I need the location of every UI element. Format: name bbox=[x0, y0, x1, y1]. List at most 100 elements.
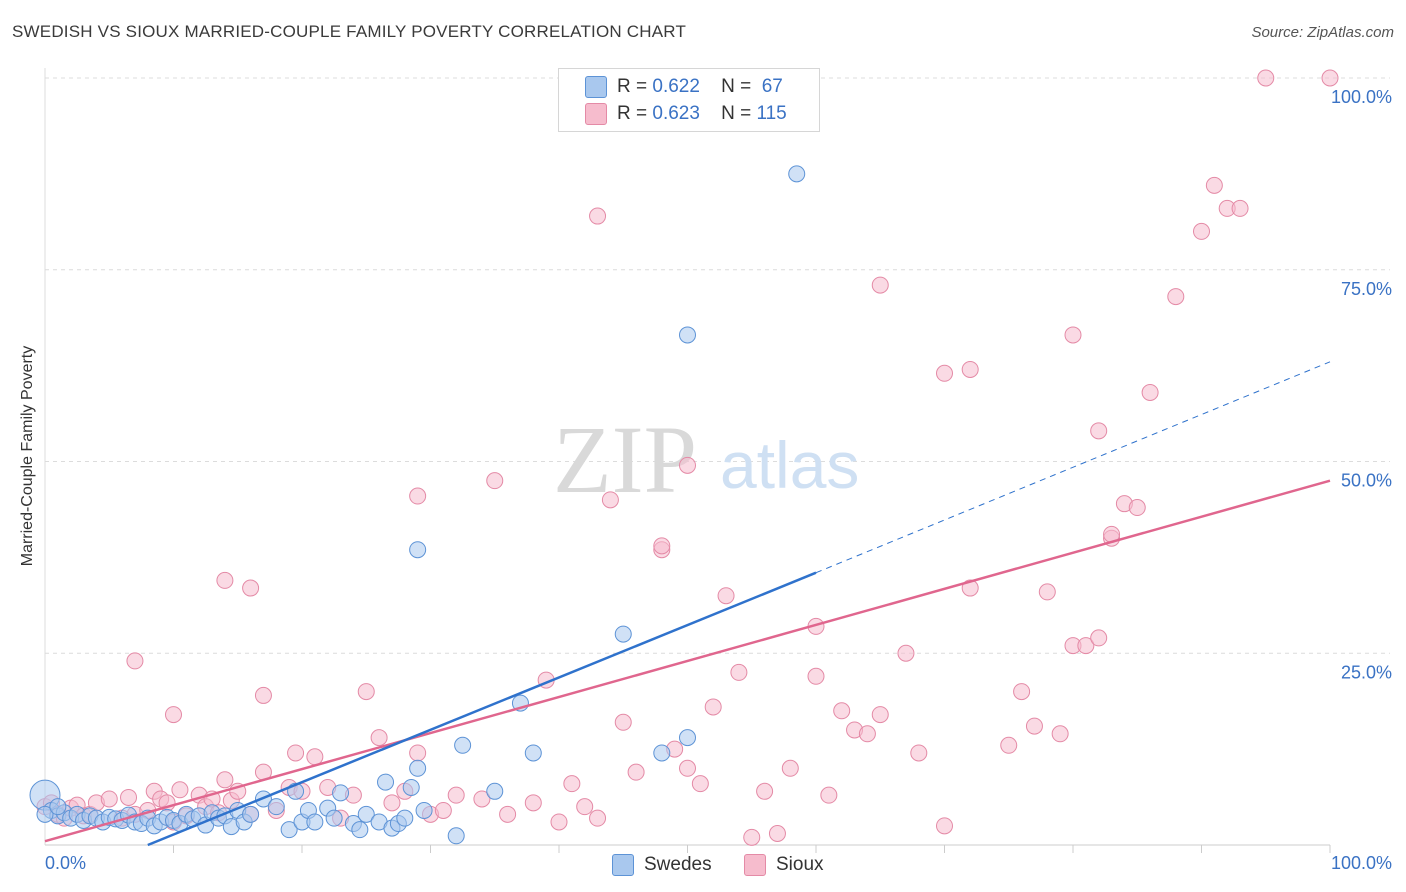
swedes-point bbox=[447, 827, 465, 845]
sioux-point bbox=[820, 786, 838, 804]
swedes-point bbox=[306, 813, 324, 831]
swedes-point bbox=[409, 541, 427, 559]
sioux-point bbox=[679, 759, 696, 777]
sioux-point bbox=[473, 790, 491, 808]
swedes-trend-extension bbox=[815, 361, 1331, 574]
sioux-point bbox=[1128, 499, 1146, 517]
sioux-point bbox=[216, 771, 234, 789]
sioux-r-label: R = bbox=[617, 103, 648, 124]
sioux-legend-swatch bbox=[744, 854, 766, 876]
swedes-point bbox=[402, 778, 420, 796]
series-legend: Swedes Sioux bbox=[0, 851, 1406, 879]
sioux-point bbox=[1038, 583, 1056, 601]
sioux-point bbox=[165, 706, 182, 724]
sioux-point bbox=[1167, 288, 1185, 306]
sioux-point bbox=[126, 652, 144, 670]
legend-item-swedes[interactable]: Swedes bbox=[612, 851, 712, 879]
sioux-point bbox=[1025, 717, 1043, 735]
tick-labels: 25.0% 50.0% 75.0% 100.0% 0.0% 100.0% bbox=[45, 87, 1392, 873]
swedes-point bbox=[679, 326, 696, 344]
sioux-point bbox=[576, 798, 594, 816]
stats-legend: R = 0.622 N = 67 R = 0.623 N = 115 bbox=[558, 68, 820, 132]
swedes-legend-swatch bbox=[612, 854, 634, 876]
sioux-point bbox=[717, 587, 735, 605]
sioux-point bbox=[1013, 683, 1031, 701]
sioux-point bbox=[756, 782, 774, 800]
sioux-point bbox=[1193, 222, 1210, 240]
sioux-trend-line bbox=[44, 479, 1331, 843]
sioux-point bbox=[287, 744, 305, 762]
sioux-point bbox=[897, 644, 915, 662]
sioux-point bbox=[434, 801, 452, 819]
swedes-swatch bbox=[585, 76, 607, 98]
sioux-point bbox=[858, 725, 876, 743]
sioux-point bbox=[1321, 69, 1339, 87]
sioux-point bbox=[409, 744, 427, 762]
swedes-point bbox=[351, 821, 369, 839]
swedes-point bbox=[36, 805, 54, 823]
sioux-point bbox=[1205, 176, 1223, 194]
sioux-swatch bbox=[585, 103, 607, 125]
sioux-point bbox=[1090, 422, 1108, 440]
sioux-point bbox=[357, 683, 375, 701]
grid-lines bbox=[44, 68, 1390, 853]
swedes-trend-line bbox=[147, 571, 817, 847]
legend-item-sioux[interactable]: Sioux bbox=[744, 851, 824, 879]
sioux-point bbox=[807, 667, 825, 685]
sioux-point bbox=[1231, 199, 1249, 217]
swedes-point bbox=[325, 809, 343, 827]
sioux-point bbox=[743, 828, 761, 846]
sioux-n-value: 115 bbox=[756, 103, 787, 124]
sioux-point bbox=[768, 824, 786, 842]
sioux-point bbox=[524, 794, 542, 812]
sioux-point bbox=[589, 207, 607, 225]
sioux-point bbox=[550, 813, 568, 831]
swedes-point bbox=[357, 805, 375, 823]
swedes-point bbox=[614, 625, 632, 643]
sioux-point bbox=[486, 472, 504, 490]
sioux-point bbox=[120, 788, 138, 806]
sioux-point bbox=[653, 537, 671, 555]
swedes-point bbox=[377, 773, 395, 791]
sioux-point bbox=[242, 579, 260, 597]
sioux-point bbox=[306, 748, 324, 766]
sioux-point bbox=[1077, 637, 1095, 655]
sioux-point bbox=[614, 713, 632, 731]
sioux-point bbox=[100, 790, 118, 808]
sioux-point bbox=[961, 579, 979, 597]
x-tick-label-min: 0.0% bbox=[45, 853, 86, 873]
sioux-point bbox=[691, 775, 709, 793]
sioux-point bbox=[499, 805, 517, 823]
y-tick-label: 100.0% bbox=[1331, 87, 1392, 107]
swedes-point bbox=[49, 798, 67, 816]
sioux-point bbox=[936, 364, 953, 382]
sioux-point bbox=[601, 491, 619, 509]
sioux-point bbox=[370, 729, 388, 747]
swedes-r-value: 0.622 bbox=[652, 76, 700, 97]
watermark-zip: ZIP bbox=[553, 406, 697, 513]
sioux-point bbox=[563, 775, 581, 793]
swedes-r-label: R = bbox=[617, 76, 648, 97]
swedes-point bbox=[486, 782, 504, 800]
sioux-point bbox=[871, 706, 889, 724]
sioux-point bbox=[704, 698, 722, 716]
sioux-point bbox=[216, 571, 234, 589]
y-tick-label: 25.0% bbox=[1341, 662, 1392, 682]
sioux-point bbox=[781, 759, 799, 777]
sioux-point bbox=[1257, 69, 1275, 87]
sioux-point bbox=[730, 663, 748, 681]
sioux-point bbox=[409, 487, 427, 505]
swedes-point bbox=[267, 798, 285, 816]
sioux-point bbox=[936, 817, 953, 835]
swedes-point bbox=[653, 744, 671, 762]
swedes-point bbox=[396, 809, 414, 827]
swedes-point bbox=[409, 759, 427, 777]
x-tick-label-max: 100.0% bbox=[1331, 853, 1392, 873]
sioux-points bbox=[36, 69, 1339, 846]
sioux-point bbox=[871, 276, 889, 294]
sioux-point bbox=[679, 456, 696, 474]
swedes-point bbox=[788, 165, 806, 183]
swedes-point bbox=[454, 736, 472, 754]
trend-lines bbox=[44, 361, 1331, 847]
